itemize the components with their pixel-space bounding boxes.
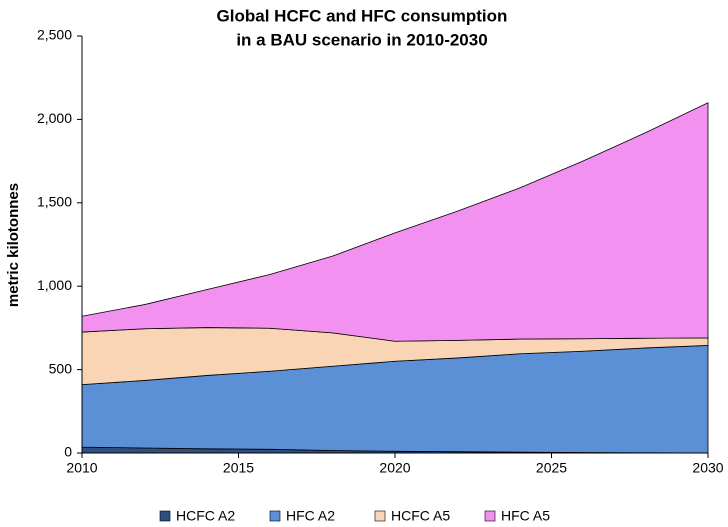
y-tick-label: 1,500 [37,194,72,210]
y-tick-label: 2,500 [37,27,72,43]
x-tick-label: 2010 [66,460,97,476]
legend-swatch [484,510,496,522]
y-axis-title: metric kilotonnes [5,183,22,307]
x-tick-label: 2030 [692,460,723,476]
chart-title: in a BAU scenario in 2010-2030 [236,30,487,49]
legend-swatch [269,510,281,522]
y-tick-label: 1,000 [37,277,72,293]
y-tick-label: 0 [64,444,72,460]
x-tick-label: 2020 [379,460,410,476]
chart-title: Global HCFC and HFC consumption [217,6,508,25]
x-tick-label: 2025 [536,460,567,476]
legend-swatch [159,510,171,522]
area [81,102,709,342]
y-tick-label: 500 [49,360,73,376]
legend-label: HFC A5 [501,508,550,524]
legend-label: HFC A2 [286,508,335,524]
legend-label: HCFC A5 [391,508,450,524]
legend-swatch [374,510,386,522]
y-tick-label: 2,000 [37,110,72,126]
legend-label: HCFC A2 [176,508,235,524]
x-tick-label: 2015 [223,460,254,476]
